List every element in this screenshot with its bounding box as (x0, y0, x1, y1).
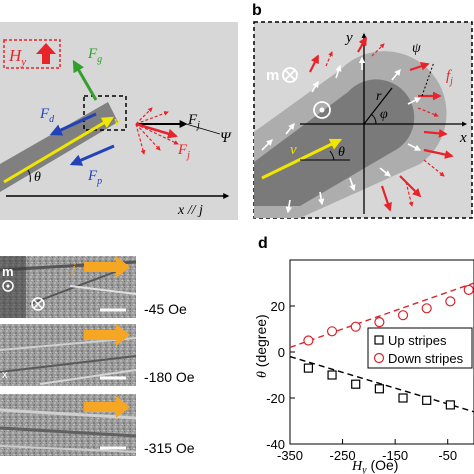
kerr-image-2: x (0, 324, 137, 386)
fj-label-black: Fj (187, 112, 200, 131)
force-fan (135, 107, 221, 155)
point-up (351, 379, 361, 389)
point-down (303, 335, 314, 346)
current-arrow-2-icon (84, 324, 130, 346)
theta-label-a: θ (34, 170, 41, 185)
point-down (445, 296, 456, 307)
point-down (326, 326, 338, 337)
point-up (445, 400, 455, 410)
panel-b: b y x r φ m v θ (252, 2, 473, 219)
current-arrow-3-icon (84, 396, 130, 418)
panel-d-letter: d (258, 235, 268, 252)
field-label-1: -45 Oe (144, 301, 187, 317)
fg-label: Fg (87, 46, 102, 65)
velocity-arrow-b (261, 138, 343, 180)
fit-lines (289, 282, 474, 413)
current-tag: j (70, 260, 76, 275)
inset-cross-icon (31, 297, 45, 311)
panel-a: v θ Hy Fg Fd Fp Fj Fj Ψ x // (0, 22, 238, 220)
y-tick-label: -20 (266, 391, 285, 406)
inset-x-label: x (2, 369, 8, 381)
legend-up: Up stripes (388, 333, 447, 348)
zoom-box (83, 95, 127, 131)
legend-circle-marker (373, 352, 385, 364)
field-label-2: -180 Oe (144, 369, 195, 385)
point-up (398, 393, 408, 403)
data-points (303, 284, 474, 410)
point-up (374, 384, 384, 394)
point-down (421, 303, 432, 314)
m-label-b: m (266, 67, 279, 84)
x-tick-label: -50 (438, 448, 457, 463)
fit-line-up (289, 355, 474, 413)
panel-b-letter: b (252, 2, 262, 19)
velocity-label-b: v (290, 142, 297, 158)
point-up (422, 395, 432, 405)
field-box (3, 39, 61, 69)
out-of-plane-dot-icon (313, 101, 331, 119)
into-plane-cross-icon (282, 67, 298, 83)
fg-arrow (72, 59, 98, 101)
local-force-arrows (309, 36, 454, 212)
legend-box (367, 327, 473, 369)
point-down (397, 310, 409, 321)
x-ticks: -350 -250 -150 -50 (277, 439, 457, 463)
field-label-3: -315 Oe (144, 440, 195, 456)
panel-a-background (0, 22, 238, 220)
legend-down: Down stripes (388, 351, 464, 366)
magnetization-arrows (261, 56, 422, 214)
y-axis-label: θ (degree) (253, 314, 270, 378)
psi-label-b: ψ (412, 41, 421, 56)
x-tick-label: -250 (330, 448, 356, 463)
inset-m-label: m (2, 264, 14, 279)
x-label-b: x (459, 130, 467, 146)
point-up (303, 363, 313, 373)
y-tick-label: 0 (278, 345, 285, 360)
x-tick-label: -350 (277, 448, 303, 463)
theta-label-b: θ (338, 145, 345, 160)
panel-c: m j -45 Oe x -180 Oe (0, 256, 195, 456)
fj-label-red: Fj (177, 142, 190, 161)
x-tick-label: -150 (382, 448, 408, 463)
inset-dot-icon (2, 280, 14, 292)
panel-d: d -40 -20 0 20 -350 -250 -150 -50 θ (degree) H… (253, 235, 474, 474)
point-up (327, 370, 337, 380)
velocity-label: v (114, 114, 121, 130)
y-label-b: y (344, 30, 353, 46)
phi-label: φ (380, 107, 388, 122)
field-arrow-icon (36, 43, 56, 64)
y-tick-label: 20 (271, 299, 285, 314)
r-label: r (376, 89, 382, 104)
psi-label-a: Ψ (220, 130, 232, 146)
x-axis-label: Hy (Oe) (351, 457, 398, 474)
axis-label-a: x // j (177, 203, 203, 218)
fd-label: Fd (39, 106, 55, 125)
legend: Up stripes Down stripes (367, 327, 473, 369)
fit-line-down (289, 282, 474, 349)
kerr-image-3 (0, 394, 137, 456)
legend-square-marker (374, 335, 384, 345)
point-down (463, 284, 474, 295)
y-ticks: -40 -20 0 20 (266, 299, 295, 452)
fp-label: Fp (87, 168, 102, 187)
field-label: Hy (8, 46, 26, 68)
current-arrow-1-icon (84, 256, 130, 278)
fp-arrow (69, 144, 115, 166)
fj-label-b: fj (446, 68, 453, 87)
point-down (374, 317, 385, 328)
fd-arrow (49, 112, 97, 136)
y-tick-label: -40 (266, 437, 285, 452)
kerr-image-1: m j (0, 256, 137, 318)
radius-line (363, 87, 393, 125)
velocity-arrow (3, 116, 115, 184)
point-down (350, 321, 361, 332)
stripe-domain (0, 102, 118, 192)
